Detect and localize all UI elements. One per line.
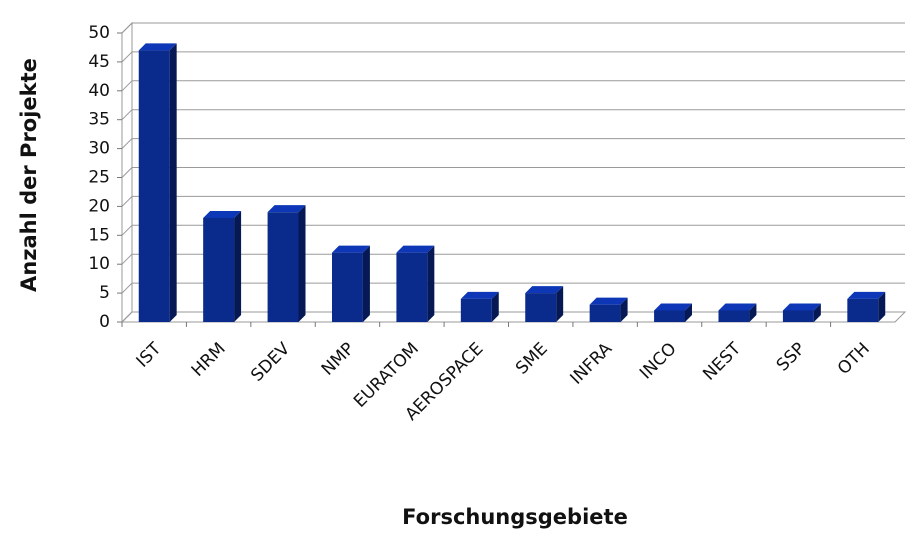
bar (589, 304, 621, 322)
bar (396, 252, 428, 322)
bar-top (525, 286, 564, 294)
bar-side (234, 210, 242, 322)
y-tick-label: 0 (99, 312, 110, 332)
bar-top (782, 303, 821, 311)
bar-top (589, 297, 628, 305)
bar-side (749, 303, 757, 322)
bar (782, 310, 814, 322)
grid-line-depth (121, 224, 133, 236)
bar-top (460, 291, 499, 299)
grid-line-depth (121, 51, 133, 63)
y-tick-label: 10 (88, 254, 110, 274)
x-tick-label: OTH (834, 339, 874, 379)
bar-top (654, 303, 693, 311)
grid-line-depth (121, 167, 133, 178)
y-tick-label: 25 (88, 168, 110, 188)
x-tick-label: IST (133, 339, 166, 372)
y-tick-label: 20 (88, 196, 110, 216)
y-tick-label: 5 (99, 283, 110, 303)
y-axis-title: Anzahl der Projekte (17, 58, 41, 292)
x-tick-label: HRM (188, 339, 230, 381)
y-tick-label: 50 (88, 23, 110, 43)
y-tick-label: 35 (88, 110, 110, 130)
x-tick-label: SDEV (247, 339, 294, 386)
bar (460, 298, 492, 322)
x-tick-label: SME (512, 339, 552, 379)
bar-side (427, 245, 435, 322)
x-tick-label: NEST (699, 338, 745, 384)
bar-top (396, 245, 435, 253)
bar-side (491, 291, 499, 322)
grid-line-depth (121, 138, 133, 149)
y-tick-label: 15 (88, 225, 110, 245)
grid-line-depth (121, 282, 133, 294)
bar-side (685, 303, 693, 322)
bar-side (813, 303, 821, 322)
bar-top (203, 210, 242, 218)
x-tick-label: INCO (636, 339, 681, 384)
bar-top (138, 43, 177, 51)
x-tick-label: SSP (773, 339, 810, 376)
x-axis-title: Forschungsgebiete (402, 505, 628, 529)
grid-line-depth (121, 311, 133, 323)
bar-top (847, 291, 886, 299)
grid-line-depth (121, 253, 133, 265)
bar-side (620, 297, 628, 322)
bar (203, 217, 235, 322)
bar (654, 310, 686, 322)
grid-line-depth (121, 196, 133, 207)
bar-top (267, 205, 306, 213)
bar (267, 212, 299, 322)
bar-top (331, 245, 370, 253)
bar-side (362, 245, 370, 322)
y-tick-label: 45 (88, 52, 110, 72)
x-tick-label: NMP (318, 339, 359, 380)
bar-side (169, 43, 177, 323)
bar (525, 293, 557, 322)
grid-line-depth (121, 109, 133, 121)
x-tick-label: INFRA (567, 339, 617, 389)
bar (847, 298, 879, 322)
grid-line-depth (121, 80, 133, 92)
bar (718, 310, 750, 322)
bar-side (556, 286, 564, 322)
y-tick-label: 30 (88, 139, 110, 159)
bar-side (878, 291, 886, 322)
grid-line-depth (121, 22, 133, 34)
y-tick-label: 40 (88, 81, 110, 101)
bar-top (718, 303, 757, 311)
bar-side (298, 205, 306, 322)
bar (138, 50, 170, 323)
bar (331, 252, 363, 322)
